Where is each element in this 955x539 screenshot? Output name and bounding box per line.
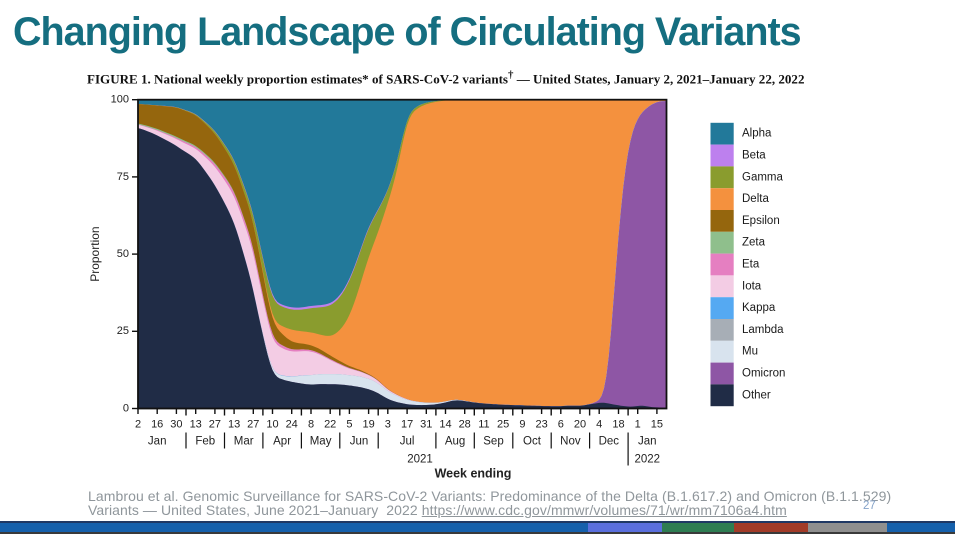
svg-text:5: 5 [346, 419, 352, 431]
svg-text:May: May [310, 436, 332, 448]
svg-text:100: 100 [111, 94, 129, 106]
svg-text:25: 25 [497, 419, 509, 431]
svg-text:2021: 2021 [407, 454, 433, 466]
svg-text:Jun: Jun [350, 436, 369, 448]
svg-text:Lambda: Lambda [742, 324, 784, 336]
svg-text:11: 11 [478, 419, 489, 431]
svg-text:15: 15 [651, 419, 663, 431]
svg-text:Oct: Oct [523, 436, 542, 448]
svg-text:1: 1 [635, 419, 641, 431]
svg-text:20: 20 [574, 419, 586, 431]
svg-text:Feb: Feb [195, 436, 215, 448]
svg-text:9: 9 [519, 419, 525, 431]
svg-text:75: 75 [117, 171, 129, 183]
svg-text:50: 50 [117, 248, 129, 260]
svg-text:8: 8 [308, 419, 314, 431]
svg-text:25: 25 [117, 325, 129, 337]
svg-text:Apr: Apr [273, 436, 291, 448]
svg-text:4: 4 [596, 419, 602, 431]
svg-text:18: 18 [612, 419, 624, 431]
svg-text:24: 24 [286, 419, 298, 431]
svg-text:0: 0 [123, 402, 129, 414]
svg-text:Iota: Iota [742, 280, 762, 292]
svg-text:28: 28 [459, 419, 471, 431]
svg-text:10: 10 [266, 419, 278, 431]
svg-text:Zeta: Zeta [742, 237, 766, 249]
svg-text:Nov: Nov [560, 436, 581, 448]
svg-text:2: 2 [135, 419, 141, 431]
svg-text:Other: Other [742, 389, 771, 401]
svg-text:23: 23 [535, 419, 547, 431]
svg-text:2022: 2022 [635, 454, 661, 466]
svg-text:Kappa: Kappa [742, 302, 776, 314]
svg-text:27: 27 [247, 419, 259, 431]
svg-text:Delta: Delta [742, 193, 769, 205]
svg-text:Mar: Mar [234, 436, 254, 448]
svg-text:Week ending: Week ending [435, 467, 512, 481]
svg-text:22: 22 [324, 419, 336, 431]
svg-text:Epsilon: Epsilon [742, 215, 780, 227]
svg-text:13: 13 [190, 419, 202, 431]
svg-text:Dec: Dec [599, 436, 620, 448]
svg-text:Beta: Beta [742, 150, 766, 162]
svg-text:Mu: Mu [742, 346, 758, 358]
svg-text:31: 31 [420, 419, 432, 431]
svg-text:13: 13 [228, 419, 240, 431]
svg-text:Sep: Sep [483, 436, 503, 448]
svg-text:30: 30 [170, 419, 182, 431]
svg-text:Eta: Eta [742, 259, 760, 271]
svg-text:Aug: Aug [445, 436, 465, 448]
svg-text:Omicron: Omicron [742, 368, 785, 380]
svg-text:Jan: Jan [148, 436, 167, 448]
svg-text:6: 6 [558, 419, 564, 431]
svg-text:16: 16 [151, 419, 163, 431]
svg-text:Proportion: Proportion [88, 226, 102, 281]
svg-text:Gamma: Gamma [742, 171, 784, 183]
svg-text:27: 27 [209, 419, 221, 431]
svg-text:19: 19 [362, 419, 374, 431]
svg-text:14: 14 [439, 419, 451, 431]
svg-text:3: 3 [385, 419, 391, 431]
svg-text:Jan: Jan [638, 436, 657, 448]
svg-text:Jul: Jul [400, 436, 415, 448]
svg-text:Alpha: Alpha [742, 128, 772, 140]
svg-text:17: 17 [401, 419, 413, 431]
